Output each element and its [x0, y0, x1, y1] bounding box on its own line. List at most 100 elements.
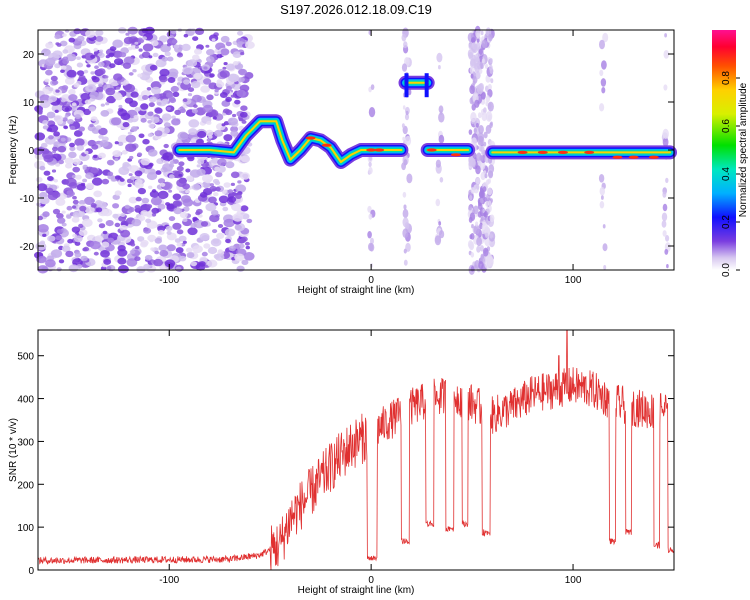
noise-blob [403, 204, 407, 210]
noise-blob [149, 190, 159, 198]
noise-blob [109, 46, 117, 52]
noise-blob [78, 229, 88, 237]
snr-ytick-label: 300 [17, 437, 34, 448]
spectral-peak [584, 150, 595, 154]
noise-blob [208, 196, 217, 204]
noise-blob [475, 71, 481, 80]
noise-blob [478, 261, 484, 270]
noise-blob [95, 35, 104, 42]
noise-blob [165, 202, 171, 206]
noise-blob [154, 237, 162, 244]
noise-blob [438, 65, 441, 70]
noise-blob [84, 206, 95, 214]
noise-blob [51, 169, 57, 173]
noise-blob [404, 135, 412, 146]
noise-blob [134, 41, 139, 45]
noise-blob [91, 177, 103, 186]
noise-blob [100, 250, 110, 258]
noise-blob [200, 85, 211, 93]
noise-blob [230, 171, 240, 179]
noise-blob [115, 86, 121, 90]
noise-blob [178, 173, 183, 177]
noise-blob [51, 104, 63, 113]
noise-blob [664, 33, 667, 38]
noise-blob [402, 191, 407, 198]
noise-blob [232, 51, 242, 58]
noise-blob [62, 117, 68, 122]
noise-blob [438, 221, 442, 226]
noise-blob [56, 267, 62, 272]
noise-blob [434, 235, 442, 246]
noise-blob [118, 104, 123, 108]
noise-blob [78, 200, 86, 205]
noise-blob [487, 200, 492, 206]
noise-blob [475, 177, 481, 185]
snr-ytick-label: 0 [28, 566, 34, 577]
noise-blob [159, 75, 168, 83]
noise-blob [148, 123, 155, 129]
noise-blob [487, 83, 492, 91]
snr-ytick-label: 400 [17, 395, 34, 406]
noise-blob [158, 230, 165, 235]
noise-blob [240, 105, 248, 111]
noise-blob [48, 135, 54, 140]
noise-blob [601, 87, 606, 94]
noise-blob [471, 37, 475, 43]
noise-blob [223, 182, 231, 188]
colorbar-axes: 0.0 0.2 0.4 0.6 0.8 [721, 71, 740, 277]
noise-blob [663, 84, 668, 91]
noise-blob [191, 94, 202, 103]
noise-blob [205, 179, 211, 184]
noise-blob [662, 191, 667, 198]
noise-blob [211, 157, 219, 164]
noise-blob [129, 100, 138, 108]
spectrogram-ytick-label: -20 [20, 242, 35, 253]
noise-blob [74, 252, 82, 258]
noise-blob [65, 163, 73, 169]
spectral-peak [557, 150, 568, 154]
noise-blob [76, 62, 84, 68]
noise-blob [185, 189, 190, 194]
noise-blob [177, 131, 189, 140]
noise-blob [138, 48, 143, 52]
noise-blob [114, 222, 121, 228]
noise-blob [662, 230, 667, 237]
noise-blob [170, 29, 177, 35]
noise-blob [228, 245, 236, 252]
noise-blob [41, 148, 50, 155]
spectrogram-xtick-label: -100 [159, 275, 179, 286]
noise-blob [104, 75, 109, 79]
noise-blob [192, 183, 201, 191]
noise-blob [666, 264, 669, 269]
noise-blob [158, 35, 168, 43]
noise-blob [66, 205, 73, 211]
snr-series-line [37, 329, 675, 571]
noise-blob [479, 68, 483, 74]
noise-blob [50, 75, 58, 82]
noise-blob [473, 224, 480, 235]
noise-blob [226, 63, 235, 71]
noise-blob [68, 264, 79, 273]
noise-blob [476, 245, 481, 253]
noise-blob [484, 232, 489, 238]
noise-blob [37, 183, 48, 192]
noise-blob [117, 134, 129, 144]
noise-blob [142, 43, 154, 52]
spectral-trace [178, 120, 403, 163]
noise-blob [662, 128, 669, 139]
noise-blob [68, 37, 76, 43]
noise-blob [469, 195, 473, 201]
noise-blob [480, 197, 484, 204]
noise-blob [168, 189, 173, 193]
noise-blob [230, 130, 239, 137]
noise-blob [67, 119, 74, 125]
noise-blob [142, 95, 149, 100]
noise-blob [44, 57, 56, 67]
noise-blob [405, 57, 409, 63]
noise-blob [477, 211, 482, 218]
noise-blob [482, 247, 489, 257]
noise-blob [56, 213, 64, 219]
noise-blob [470, 158, 476, 168]
colorbar-tick-label: 0.0 [721, 263, 732, 277]
noise-blob [214, 166, 221, 172]
